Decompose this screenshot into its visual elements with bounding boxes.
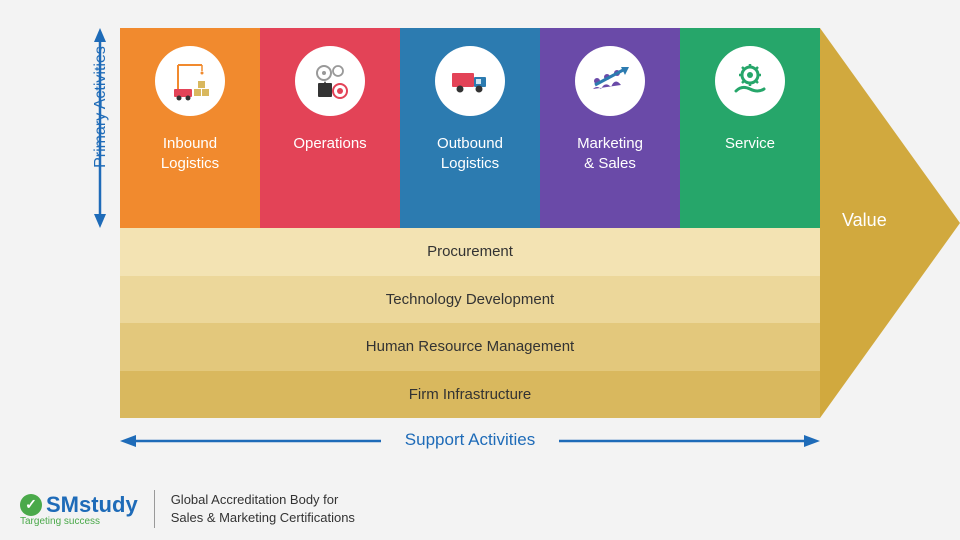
support-infrastructure: Firm Infrastructure <box>120 371 820 419</box>
value-chain-diagram: Inbound Logistics Operations <box>120 28 820 418</box>
support-axis-label: Support Activities <box>381 430 559 450</box>
logo-text: SMstudy <box>46 492 138 518</box>
primary-marketing-sales: Marketing & Sales <box>540 28 680 228</box>
primary-label: Service <box>725 134 775 154</box>
smstudy-logo: ✓ SMstudy <box>20 492 138 518</box>
footer-line1: Global Accreditation Body for <box>171 491 355 509</box>
footer-text: Global Accreditation Body for Sales & Ma… <box>171 491 355 527</box>
footer-line2: Sales & Marketing Certifications <box>171 509 355 527</box>
primary-label: Outbound Logistics <box>437 134 503 173</box>
primary-axis-label: Primary Activities <box>92 42 110 172</box>
growth-icon <box>575 46 645 116</box>
support-hr: Human Resource Management <box>120 323 820 371</box>
value-arrow: Value <box>820 28 960 418</box>
primary-activities-row: Inbound Logistics Operations <box>120 28 820 228</box>
primary-label: Operations <box>293 134 366 154</box>
support-technology: Technology Development <box>120 276 820 324</box>
primary-operations: Operations <box>260 28 400 228</box>
primary-inbound-logistics: Inbound Logistics <box>120 28 260 228</box>
primary-service: Service <box>680 28 820 228</box>
truck-icon <box>435 46 505 116</box>
crane-icon <box>155 46 225 116</box>
logo-block: ✓ SMstudy Targeting success <box>20 492 138 527</box>
check-icon: ✓ <box>20 494 42 516</box>
support-procurement: Procurement <box>120 228 820 276</box>
gears-icon <box>295 46 365 116</box>
primary-outbound-logistics: Outbound Logistics <box>400 28 540 228</box>
footer-divider <box>154 490 155 528</box>
support-activities-axis: Support Activities <box>120 428 820 456</box>
support-icon <box>715 46 785 116</box>
value-label: Value <box>842 210 887 231</box>
primary-activities-axis: Primary Activities <box>86 28 114 228</box>
support-activities-rows: Procurement Technology Development Human… <box>120 228 820 418</box>
primary-label: Inbound Logistics <box>161 134 219 173</box>
footer: ✓ SMstudy Targeting success Global Accre… <box>20 490 355 528</box>
primary-label: Marketing & Sales <box>577 134 643 173</box>
